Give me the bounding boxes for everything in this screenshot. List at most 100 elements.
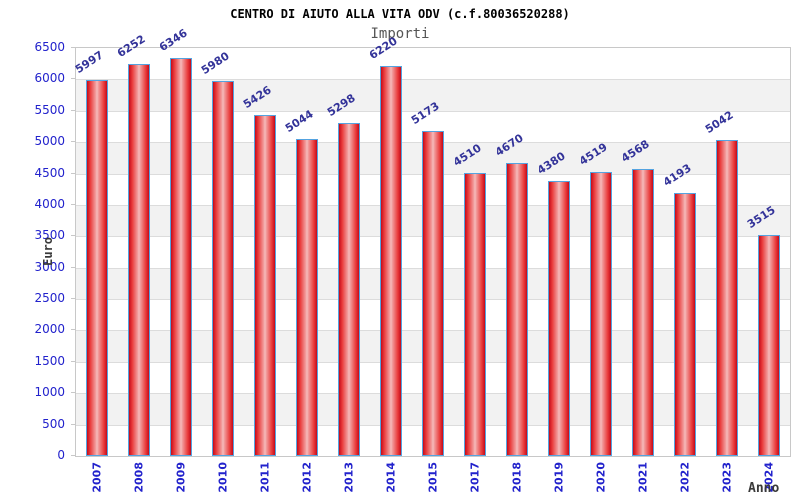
x-axis-tick-label: 2015 [427, 462, 440, 497]
bar-value-label: 5044 [282, 107, 316, 136]
y-axis-tick-mark [71, 235, 75, 237]
grid-band-gray [76, 79, 790, 111]
bar-slot-2009: 6346 2009 [157, 26, 202, 493]
bar-value-label: 5298 [324, 91, 358, 120]
bar-value-label: 4510 [450, 141, 484, 169]
bars-container: 5997 2007 6252 2008 6346 2009 5980 2010 5426 2011… [72, 26, 790, 493]
bar-value-label: 3515 [744, 203, 778, 232]
x-axis-tick-label: 2014 [385, 462, 398, 497]
y-axis-tick-label: 6500 [34, 40, 65, 54]
y-axis-tick-label: 1500 [34, 353, 65, 368]
bar-slot-2007: 5997 2007 [72, 47, 118, 493]
x-axis-tick-label: 2019 [553, 462, 566, 497]
bar-slot-2013: 5298 2013 [324, 48, 370, 493]
y-axis-tick-mark [71, 203, 75, 205]
x-axis-tick-text: 2012 [300, 462, 314, 493]
x-axis-tick-text: 2019 [552, 462, 566, 493]
bar-slot-2022: 4193 2022 [660, 48, 706, 493]
x-axis-tick-text: 2017 [468, 462, 482, 493]
bar-slot-2010: 5980 2010 [199, 48, 244, 493]
y-axis-tick-label: 3000 [34, 259, 65, 274]
x-axis-tick-text: 2023 [720, 462, 734, 493]
bar-slot-2024: 3515 2024 [744, 48, 790, 493]
bar-slot-2011: 5426 2011 [240, 48, 286, 493]
x-axis-tick-text: 2020 [594, 462, 608, 493]
x-axis-tick-label: 2020 [595, 462, 608, 497]
bar-value-label: 4193 [660, 161, 694, 189]
y-axis-tick-label: 4500 [34, 165, 65, 180]
y-axis-tick-mark [71, 78, 75, 80]
bar-slot-2023: 5042 2023 [703, 48, 748, 493]
bar-value-label: 4380 [534, 149, 568, 178]
bar-slot-2019: 4380 2019 [534, 48, 580, 493]
bar-slot-2020: 4519 2020 [577, 48, 622, 493]
y-axis: 0 500 1000 1500 2000 2500 3000 3500 4000 4500 5000… [0, 40, 75, 462]
x-axis-tick-label: 2022 [679, 462, 692, 497]
y-axis-tick-label: 500 [42, 416, 65, 431]
x-axis-tick-text: 2018 [510, 462, 524, 493]
bar-value-label: 5426 [240, 83, 274, 112]
y-axis-tick-mark [71, 298, 75, 300]
y-axis-tick-mark [71, 172, 75, 174]
y-axis-tick-mark [71, 329, 75, 331]
bar-slot-2015: 5173 2015 [409, 48, 454, 493]
x-axis-tick-label: 2013 [343, 462, 356, 497]
x-axis-tick-text: 2008 [132, 462, 146, 493]
x-axis-tick-text: 2009 [174, 462, 188, 493]
x-axis-tick-label: 2023 [721, 462, 734, 497]
y-axis-tick-mark [71, 360, 75, 362]
x-axis-tick-label: 2012 [301, 462, 314, 497]
bar-2008 [128, 63, 150, 456]
x-axis-tick-label: 2018 [511, 462, 524, 497]
bar-slot-2012: 5044 2012 [282, 48, 328, 493]
y-axis-tick-label: 5000 [34, 134, 65, 149]
x-axis-tick-text: 2015 [426, 462, 440, 493]
x-axis-tick-text: 2014 [384, 462, 398, 493]
bar-2024 [758, 235, 780, 456]
y-axis-tick-label: 2500 [34, 291, 65, 306]
bar-2023 [716, 139, 738, 456]
x-axis-title: Anno [748, 481, 780, 496]
x-axis-tick-text: 2021 [636, 462, 650, 493]
bar-2018 [506, 162, 528, 456]
y-axis-title-text: Euro [41, 236, 55, 266]
y-axis-tick-label: 5500 [34, 102, 65, 117]
bar-slot-2021: 4568 2021 [619, 48, 664, 493]
x-axis-tick-text: 2007 [90, 462, 104, 493]
bar-2019 [548, 181, 570, 456]
bar-slot-2014: 6220 2014 [367, 34, 412, 493]
chart-subtitle: Importi [370, 26, 430, 42]
x-axis-tick-label: 2010 [217, 462, 230, 497]
y-axis-tick-mark [71, 455, 75, 456]
y-axis-title: Euro [40, 47, 56, 455]
y-axis-tick-mark [71, 392, 75, 394]
bar-value-label: 4670 [492, 131, 526, 159]
y-axis-tick-mark [71, 266, 75, 268]
y-axis-tick-mark [71, 109, 75, 111]
bar-slot-2008: 6252 2008 [115, 32, 160, 493]
bar-value-label: 5997 [72, 47, 106, 76]
y-axis-tick-label: 2000 [34, 322, 65, 337]
x-axis-tick-text: 2013 [342, 462, 356, 493]
bar-2012 [296, 139, 318, 456]
y-axis-tick-mark [71, 47, 75, 48]
bar-2009 [170, 57, 192, 456]
x-axis-tick-label: 2021 [637, 462, 650, 497]
x-axis-tick-text: 2022 [678, 462, 692, 493]
bar-slot-2018: 4670 2018 [492, 48, 538, 493]
x-axis-tick-label: 2009 [175, 462, 188, 497]
bar-2013 [338, 123, 360, 456]
x-axis-tick-label: 2008 [133, 462, 146, 497]
bar-2017 [464, 172, 486, 456]
x-axis-tick-text: 2010 [216, 462, 230, 493]
y-axis-tick-mark [71, 141, 75, 143]
x-axis-tick-label: 2011 [259, 462, 272, 497]
plot-area: 5997 2007 6252 2008 6346 2009 5980 2010 5426 2011… [72, 26, 791, 493]
y-axis-tick-label: 0 [57, 448, 65, 462]
bar-2022 [674, 192, 696, 456]
bar-2007 [86, 79, 108, 456]
grid-band-white [76, 110, 790, 142]
x-axis-tick-text: 2011 [258, 462, 272, 493]
bar-2010 [212, 80, 234, 456]
